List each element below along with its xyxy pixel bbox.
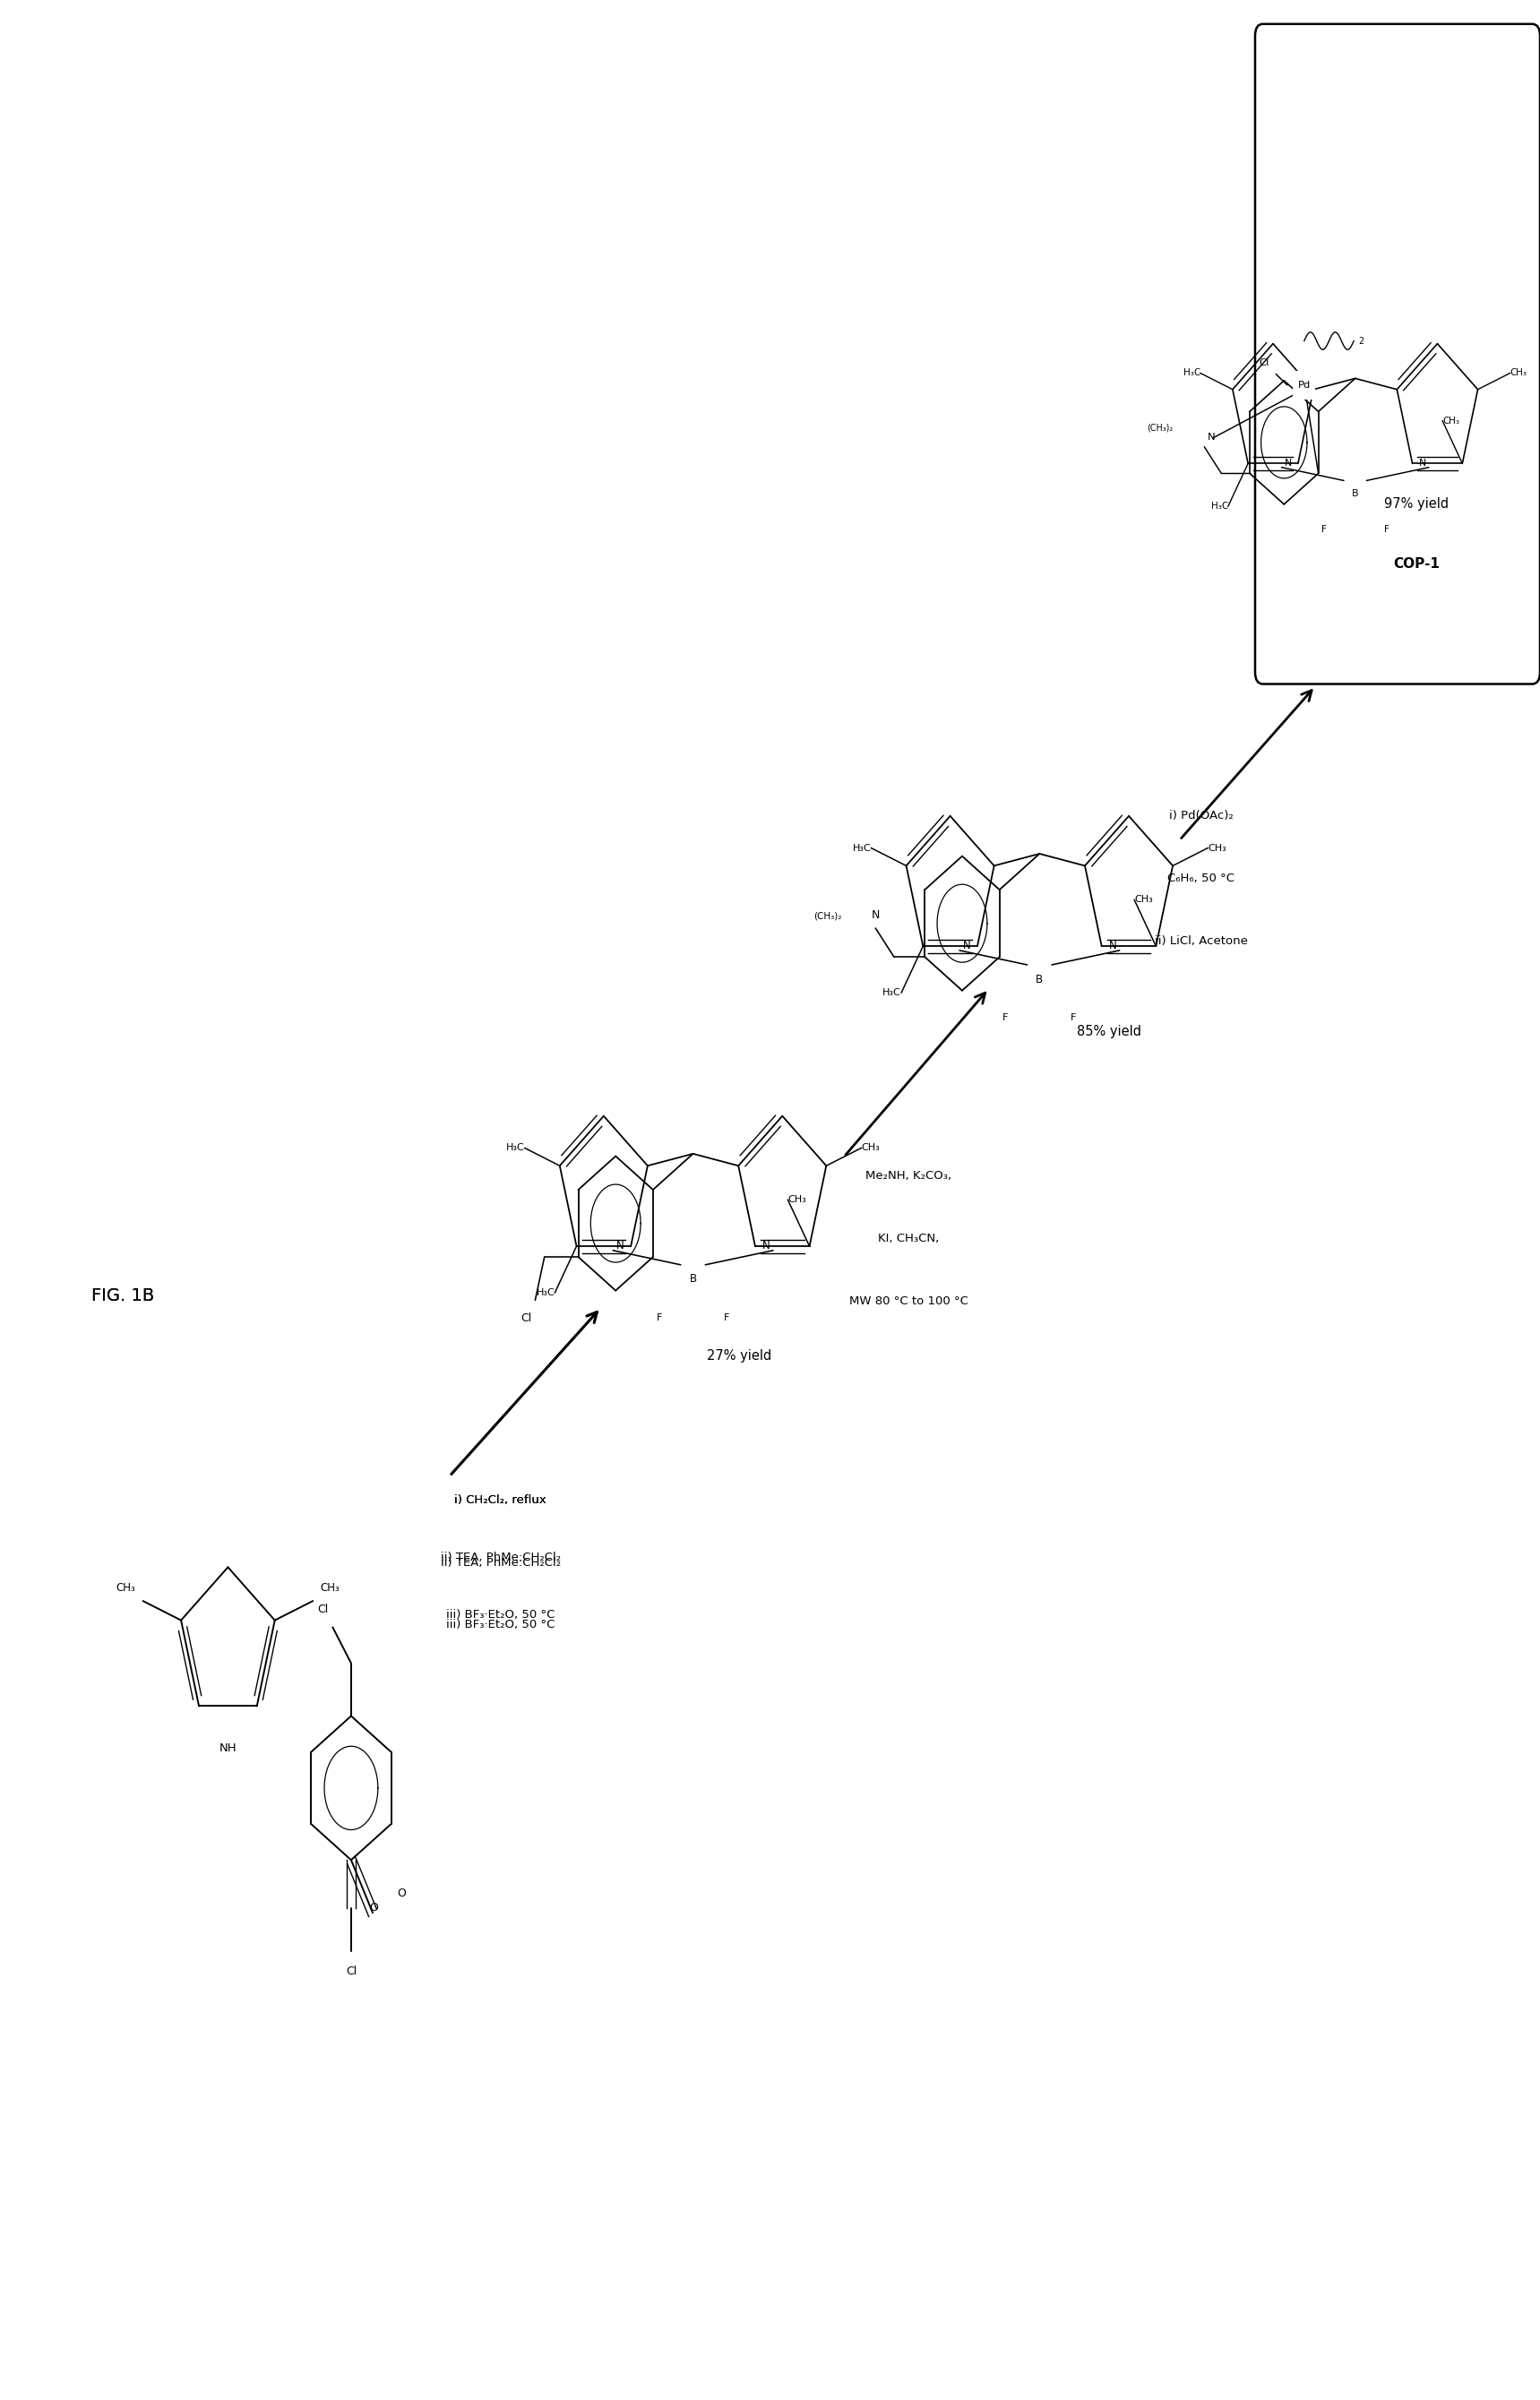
Text: O: O	[397, 1889, 407, 1898]
Text: CH₃: CH₃	[320, 1582, 340, 1594]
Text: iii) BF₃·Et₂O, 50 °C: iii) BF₃·Et₂O, 50 °C	[447, 1620, 554, 1630]
Text: F: F	[656, 1313, 662, 1322]
Text: CH₃: CH₃	[1443, 415, 1460, 425]
Text: F: F	[724, 1313, 730, 1322]
Text: N: N	[762, 1241, 770, 1250]
Text: KI, CH₃CN,: KI, CH₃CN,	[878, 1234, 939, 1243]
Text: Pd: Pd	[1298, 382, 1311, 389]
Text: N: N	[1207, 432, 1215, 442]
Text: H₃C: H₃C	[507, 1142, 525, 1152]
Text: H₃C: H₃C	[853, 842, 872, 852]
Text: i) CH₂Cl₂, reflux: i) CH₂Cl₂, reflux	[454, 1495, 547, 1505]
FancyBboxPatch shape	[1255, 24, 1540, 684]
Text: B: B	[1036, 974, 1043, 984]
Text: i) CH₂Cl₂, reflux: i) CH₂Cl₂, reflux	[454, 1495, 547, 1505]
Text: CH₃: CH₃	[1207, 842, 1226, 852]
Text: C₆H₆, 50 °C: C₆H₆, 50 °C	[1167, 874, 1235, 883]
Text: ii) TEA, PhMe:CH₂Cl₂: ii) TEA, PhMe:CH₂Cl₂	[440, 1558, 561, 1567]
Text: Cl: Cl	[345, 1966, 357, 1978]
Text: NH: NH	[219, 1742, 237, 1754]
Text: MW 80 °C to 100 °C: MW 80 °C to 100 °C	[849, 1296, 969, 1306]
Text: 2: 2	[1358, 336, 1363, 346]
Text: N: N	[616, 1241, 624, 1250]
Text: iii) BF₃·Et₂O, 50 °C: iii) BF₃·Et₂O, 50 °C	[447, 1610, 554, 1620]
Text: CH₃: CH₃	[1511, 370, 1528, 377]
Text: (CH₃)₂: (CH₃)₂	[813, 912, 842, 922]
Text: N: N	[1418, 458, 1426, 468]
Bar	[1294, 372, 1315, 398]
Text: F: F	[1384, 526, 1389, 533]
Text: CH₃: CH₃	[861, 1142, 879, 1152]
Text: COP-1: COP-1	[1394, 557, 1440, 571]
Text: F: F	[1321, 526, 1326, 533]
Text: H₃C: H₃C	[1183, 370, 1200, 377]
Text: Cl: Cl	[521, 1313, 533, 1325]
Text: H₃C: H₃C	[1210, 502, 1227, 511]
Text: CH₃: CH₃	[115, 1582, 136, 1594]
Text: CH₃: CH₃	[1135, 895, 1153, 905]
Text: B: B	[1352, 490, 1358, 499]
Text: Cl: Cl	[1258, 358, 1269, 367]
Text: CH₃: CH₃	[788, 1195, 807, 1205]
Text: 97% yield: 97% yield	[1384, 497, 1449, 511]
Text: ii) LiCl, Acetone: ii) LiCl, Acetone	[1155, 936, 1247, 946]
Text: Cl: Cl	[317, 1603, 328, 1615]
Text: F: F	[1003, 1013, 1009, 1022]
Text: (CH₃)₂: (CH₃)₂	[1147, 422, 1173, 432]
Text: FIG. 1B: FIG. 1B	[92, 1286, 154, 1306]
Text: N: N	[872, 910, 879, 922]
Text: F: F	[1070, 1013, 1076, 1022]
Text: Me₂NH, K₂CO₃,: Me₂NH, K₂CO₃,	[865, 1171, 952, 1181]
Text: N: N	[1109, 941, 1116, 950]
Text: 85% yield: 85% yield	[1076, 1025, 1141, 1039]
Text: B: B	[690, 1274, 696, 1284]
Text: H₃C: H₃C	[536, 1289, 554, 1298]
Text: N: N	[962, 941, 970, 950]
Text: N: N	[1284, 458, 1292, 468]
Text: H₃C: H₃C	[882, 989, 901, 998]
Text: FIG. 1B: FIG. 1B	[92, 1286, 154, 1306]
Text: i) Pd(OAc)₂: i) Pd(OAc)₂	[1169, 811, 1234, 821]
Text: O: O	[370, 1903, 379, 1913]
Text: ii) TEA, PhMe:CH₂Cl₂: ii) TEA, PhMe:CH₂Cl₂	[440, 1553, 561, 1562]
Text: 27% yield: 27% yield	[707, 1349, 772, 1363]
